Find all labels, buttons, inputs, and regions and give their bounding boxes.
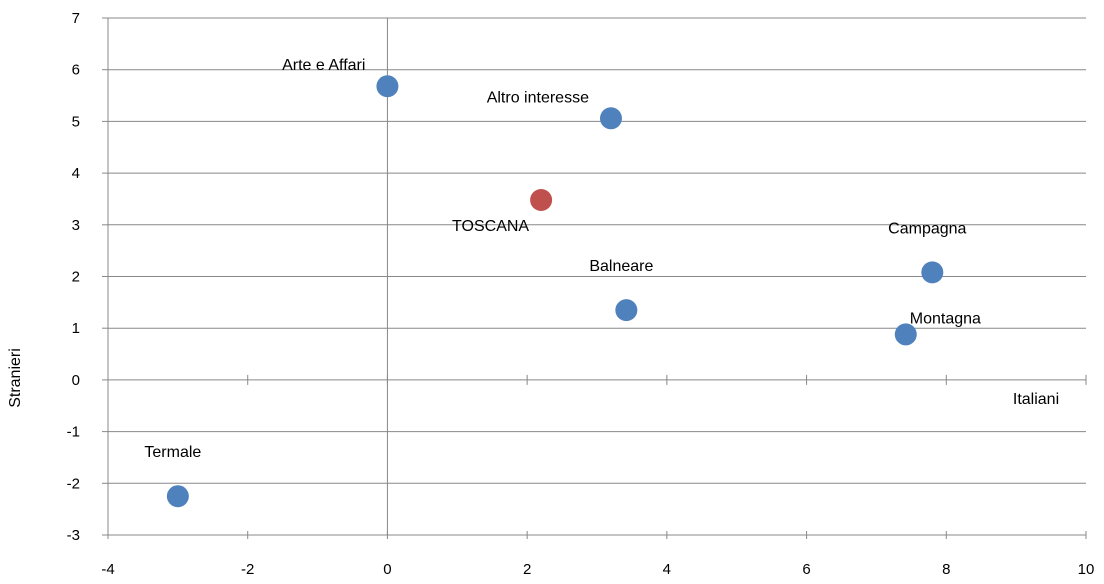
x-tick-label: 6 — [802, 561, 810, 578]
x-tick-label: 2 — [523, 561, 531, 578]
data-point — [921, 261, 944, 284]
data-label: Campagna — [888, 220, 966, 237]
y-tick-label: -1 — [67, 424, 80, 441]
data-point — [530, 188, 553, 211]
data-label: Arte e Affari — [282, 57, 365, 74]
axes — [102, 17, 1087, 539]
data-label: Altro interesse — [487, 89, 589, 106]
y-tick-label: 7 — [72, 10, 80, 27]
y-tick-label: 6 — [72, 62, 80, 79]
y-axis-label: Stranieri — [7, 348, 24, 408]
point-labels: Arte e Affari Altro interesse TOSCANA Balne… — [144, 57, 981, 461]
data-point — [599, 107, 622, 130]
data-point — [615, 299, 638, 322]
x-tick-label: 4 — [663, 561, 671, 578]
gridlines — [108, 17, 1086, 536]
data-point — [376, 75, 399, 98]
x-axis-label: Italiani — [1013, 391, 1059, 408]
data-point — [166, 485, 189, 508]
y-tick-label: 1 — [72, 320, 80, 337]
y-tick-label: 4 — [72, 165, 80, 182]
x-tick-label: -2 — [241, 561, 254, 578]
data-label: TOSCANA — [452, 218, 529, 235]
data-label: Termale — [144, 444, 201, 461]
x-tick-label: -4 — [101, 561, 114, 578]
data-label: Balneare — [589, 258, 653, 275]
tick-labels: -3 -2 -1 0 1 2 3 4 5 6 7 -4 -2 0 2 4 6 8 10 — [67, 10, 1095, 578]
data-points — [166, 75, 944, 508]
y-tick-label: -2 — [67, 475, 80, 492]
x-tick-label: 10 — [1078, 561, 1095, 578]
y-tick-label: 0 — [72, 372, 80, 389]
x-tick-label: 8 — [942, 561, 950, 578]
y-tick-label: -3 — [67, 527, 80, 544]
data-point — [894, 323, 917, 346]
data-label: Montagna — [910, 310, 981, 327]
y-tick-label: 2 — [72, 269, 80, 286]
y-tick-label: 5 — [72, 113, 80, 130]
y-tick-label: 3 — [72, 217, 80, 234]
x-tick-label: 0 — [383, 561, 391, 578]
